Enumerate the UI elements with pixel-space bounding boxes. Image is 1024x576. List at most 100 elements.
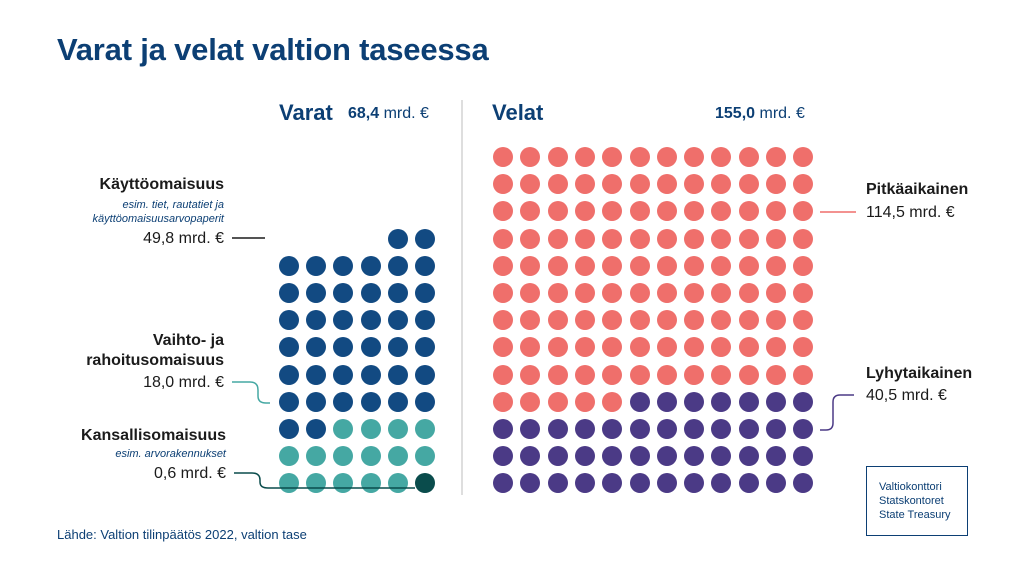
dot-kayttoomaisuus	[360, 337, 381, 358]
dot-pitkaaikainen	[711, 228, 732, 249]
dot-kayttoomaisuus	[306, 255, 327, 276]
dot-pitkaaikainen	[602, 391, 623, 412]
dot-lyhytaikainen	[738, 391, 759, 412]
dot-pitkaaikainen	[493, 364, 513, 385]
dot-pitkaaikainen	[711, 337, 732, 358]
dot-lyhytaikainen	[684, 391, 705, 412]
dot-kayttoomaisuus	[333, 255, 354, 276]
dot-lyhytaikainen	[684, 446, 705, 467]
dot-pitkaaikainen	[656, 364, 677, 385]
dot-pitkaaikainen	[711, 310, 732, 331]
dot-lyhytaikainen	[766, 391, 786, 412]
logo-line-fi: Valtiokonttori	[879, 481, 942, 493]
dot-kayttoomaisuus	[279, 255, 299, 276]
dot-pitkaaikainen	[656, 201, 677, 222]
dot-lyhytaikainen	[793, 473, 814, 494]
dot-lyhytaikainen	[520, 446, 541, 467]
dot-lyhytaikainen	[711, 446, 732, 467]
dot-lyhytaikainen	[793, 391, 814, 412]
dot-pitkaaikainen	[738, 364, 759, 385]
dot-pitkaaikainen	[684, 310, 705, 331]
dot-pitkaaikainen	[684, 364, 705, 385]
assets-heading: Varat	[279, 100, 333, 125]
dot-pitkaaikainen	[766, 174, 786, 195]
dot-pitkaaikainen	[738, 228, 759, 249]
dot-pitkaaikainen	[547, 228, 568, 249]
dot-pitkaaikainen	[574, 228, 595, 249]
dot-vaihto-ja-rahoitusomaisuus	[360, 419, 381, 439]
dot-lyhytaikainen	[602, 419, 623, 439]
dot-kayttoomaisuus	[279, 364, 299, 385]
dot-pitkaaikainen	[711, 147, 732, 167]
dot-pitkaaikainen	[629, 228, 650, 249]
dot-pitkaaikainen	[547, 174, 568, 195]
dot-vaihto-ja-rahoitusomaisuus	[279, 446, 299, 467]
dot-lyhytaikainen	[574, 446, 595, 467]
dot-lyhytaikainen	[656, 391, 677, 412]
dot-lyhytaikainen	[711, 419, 732, 439]
dot-pitkaaikainen	[602, 174, 623, 195]
dot-kayttoomaisuus	[387, 364, 408, 385]
dot-pitkaaikainen	[793, 310, 814, 331]
dot-pitkaaikainen	[656, 147, 677, 167]
dot-kayttoomaisuus	[360, 364, 381, 385]
dot-kayttoomaisuus	[333, 337, 354, 358]
dot-kayttoomaisuus	[360, 391, 381, 412]
dot-kayttoomaisuus	[333, 310, 354, 331]
dot-pitkaaikainen	[520, 310, 541, 331]
kansallis-desc: esim. arvorakennukset	[115, 448, 226, 460]
dot-lyhytaikainen	[684, 473, 705, 494]
dot-pitkaaikainen	[766, 255, 786, 276]
dot-pitkaaikainen	[629, 201, 650, 222]
dot-lyhytaikainen	[629, 391, 650, 412]
dot-pitkaaikainen	[793, 364, 814, 385]
dot-pitkaaikainen	[766, 310, 786, 331]
dot-pitkaaikainen	[684, 201, 705, 222]
dot-pitkaaikainen	[711, 364, 732, 385]
column-divider	[461, 100, 463, 495]
dot-lyhytaikainen	[602, 446, 623, 467]
dot-pitkaaikainen	[602, 228, 623, 249]
logo-line-en: State Treasury	[879, 509, 951, 521]
dot-lyhytaikainen	[656, 473, 677, 494]
dot-lyhytaikainen	[684, 419, 705, 439]
dot-pitkaaikainen	[574, 201, 595, 222]
dot-pitkaaikainen	[629, 174, 650, 195]
dot-lyhytaikainen	[711, 391, 732, 412]
dot-vaihto-ja-rahoitusomaisuus	[360, 446, 381, 467]
dot-kayttoomaisuus	[415, 364, 435, 385]
dot-kayttoomaisuus	[415, 228, 435, 249]
dot-pitkaaikainen	[602, 364, 623, 385]
dot-pitkaaikainen	[574, 391, 595, 412]
dot-lyhytaikainen	[793, 446, 814, 467]
dot-pitkaaikainen	[520, 391, 541, 412]
dot-lyhytaikainen	[656, 446, 677, 467]
dot-kayttoomaisuus	[279, 283, 299, 303]
dot-kayttoomaisuus	[387, 283, 408, 303]
dot-pitkaaikainen	[738, 310, 759, 331]
dot-lyhytaikainen	[629, 473, 650, 494]
dot-pitkaaikainen	[547, 337, 568, 358]
dot-pitkaaikainen	[547, 255, 568, 276]
dot-kayttoomaisuus	[387, 391, 408, 412]
dot-lyhytaikainen	[738, 473, 759, 494]
dot-pitkaaikainen	[629, 147, 650, 167]
dot-pitkaaikainen	[493, 310, 513, 331]
dot-kansallisomaisuus	[415, 473, 435, 494]
logo-line-sv: Statskontoret	[879, 495, 944, 507]
dot-pitkaaikainen	[793, 147, 814, 167]
dot-pitkaaikainen	[738, 174, 759, 195]
dot-lyhytaikainen	[766, 446, 786, 467]
dot-kayttoomaisuus	[360, 283, 381, 303]
page-title: Varat ja velat valtion taseessa	[57, 32, 489, 67]
dot-kayttoomaisuus	[279, 419, 299, 439]
dot-pitkaaikainen	[574, 364, 595, 385]
vaihto-leader-line	[232, 381, 270, 404]
dot-kayttoomaisuus	[360, 310, 381, 331]
source-note: Lähde: Valtion tilinpäätös 2022, valtion…	[57, 527, 307, 542]
dot-lyhytaikainen	[738, 446, 759, 467]
dot-lyhytaikainen	[547, 473, 568, 494]
dot-lyhytaikainen	[602, 473, 623, 494]
dot-pitkaaikainen	[766, 364, 786, 385]
liabilities-total-number: 155,0	[715, 105, 756, 122]
